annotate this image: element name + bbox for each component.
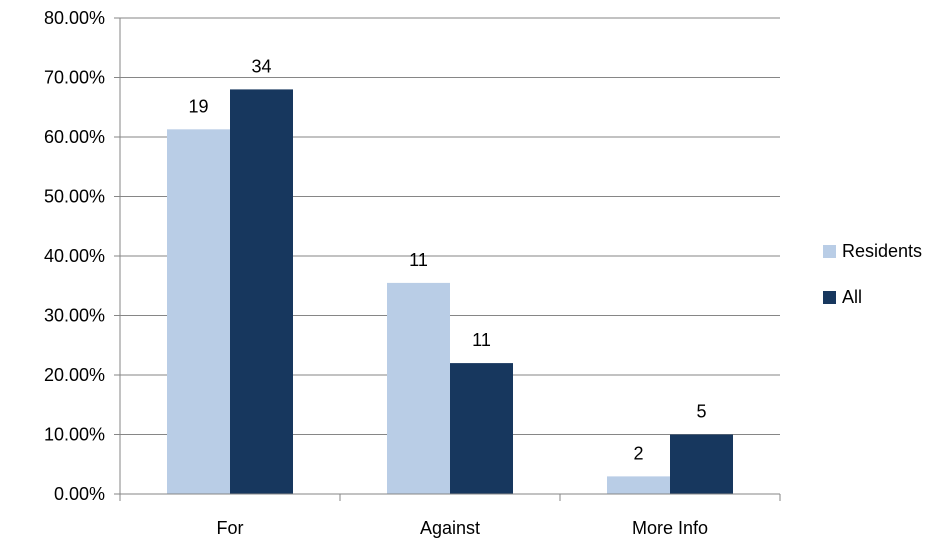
data-label: 11 [409, 250, 428, 270]
x-tick-label: More Info [632, 518, 708, 538]
data-label: 2 [633, 443, 643, 463]
bar-all-more-info [670, 434, 733, 494]
x-tick-label: For [217, 518, 244, 538]
y-tick-label: 20.00% [44, 365, 105, 385]
y-tick-label: 70.00% [44, 68, 105, 88]
legend: Residents All [823, 241, 922, 307]
bars [167, 89, 733, 495]
bar-residents-more-info [607, 476, 670, 494]
legend-swatch [823, 245, 836, 258]
bar-all-against [450, 363, 513, 494]
data-labels: 19 34 11 11 2 5 [188, 56, 706, 463]
legend-label: All [842, 287, 862, 307]
bar-residents-against [387, 282, 450, 494]
axes [119, 18, 781, 501]
y-tick-label: 0.00% [54, 484, 105, 504]
y-tick-label: 10.00% [44, 425, 105, 445]
x-tick-label: Against [420, 518, 480, 538]
data-label: 19 [188, 96, 208, 116]
y-tick-label: 30.00% [44, 306, 105, 326]
bar-residents-for [167, 129, 230, 494]
legend-label: Residents [842, 241, 922, 261]
data-label: 11 [472, 330, 491, 350]
y-tick-label: 80.00% [44, 8, 105, 28]
data-label: 34 [251, 56, 271, 76]
legend-swatch [823, 291, 836, 304]
y-axis-tick-labels: 0.00% 10.00% 20.00% 30.00% 40.00% 50.00% 60.00… [44, 8, 105, 504]
y-tick-label: 40.00% [44, 246, 105, 266]
y-tick-label: 60.00% [44, 127, 105, 147]
y-tick-label: 50.00% [44, 187, 105, 207]
data-label: 5 [696, 402, 706, 422]
x-axis-tick-labels: For Against More Info [217, 518, 709, 538]
bar-all-for [230, 89, 293, 495]
